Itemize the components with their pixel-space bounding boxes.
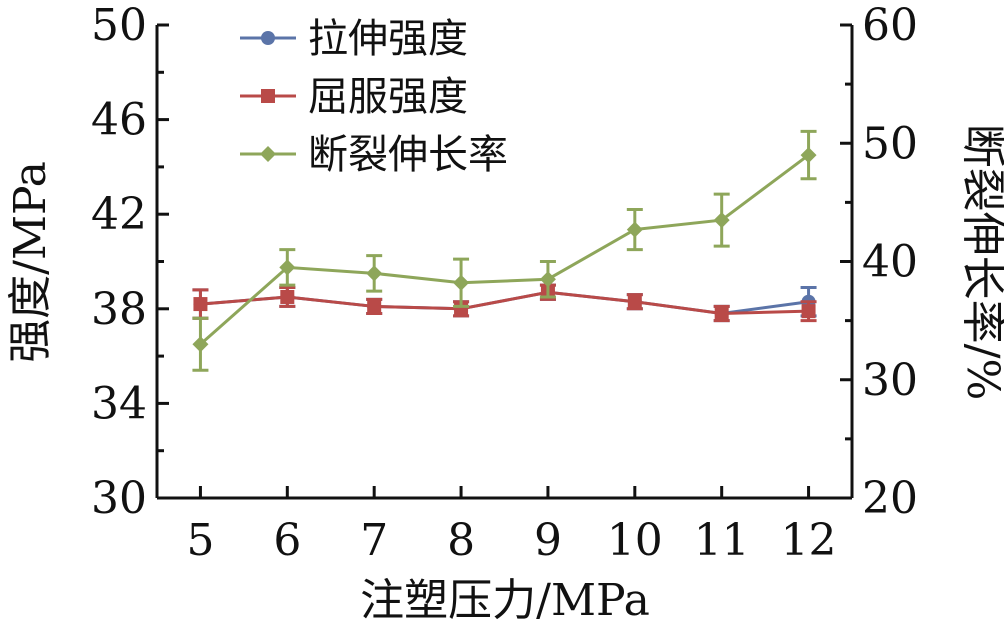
legend-item-1: 拉伸强度 — [240, 16, 468, 62]
series-line — [199, 153, 810, 346]
data-point — [367, 299, 382, 314]
data-point — [280, 289, 295, 304]
y-left-tick-label: 50 — [91, 0, 147, 51]
data-point — [626, 221, 643, 238]
legend-marker — [261, 89, 275, 103]
y-right-tick-label: 20 — [862, 473, 918, 524]
legend-marker — [261, 31, 275, 45]
data-point — [453, 274, 470, 291]
data-point — [800, 147, 817, 164]
series-2 — [192, 283, 817, 323]
x-tick-label: 5 — [186, 515, 214, 566]
x-tick-label: 7 — [360, 515, 388, 566]
data-point — [366, 265, 383, 282]
y-left-tick-label: 38 — [91, 284, 147, 335]
legend-item-2: 屈服强度 — [240, 74, 468, 120]
data-point — [627, 294, 642, 309]
x-tick-label: 8 — [447, 515, 475, 566]
data-point — [713, 212, 730, 229]
y-right-tick-label: 40 — [862, 237, 918, 288]
x-tick-label: 12 — [781, 515, 837, 566]
legend-label: 屈服强度 — [308, 74, 468, 120]
ticks: 5 6 7 8 9 10 11 12 30 34 38 42 46 50 20 30 40 50 60 — [91, 0, 918, 566]
x-tick-label: 11 — [694, 515, 750, 566]
y-left-tick-label: 46 — [91, 95, 147, 146]
y-right-tick-label: 30 — [862, 355, 918, 406]
data-point — [539, 271, 556, 288]
data-point — [279, 259, 296, 276]
legend-marker — [260, 146, 276, 162]
data-point — [193, 297, 208, 312]
y-right-tick-label: 60 — [862, 0, 918, 51]
y-left-tick-label: 30 — [91, 473, 147, 524]
y-left-tick-label: 34 — [91, 378, 147, 429]
y-left-tick-label: 42 — [91, 189, 147, 240]
data-point — [192, 336, 209, 353]
legend-label: 拉伸强度 — [308, 16, 468, 62]
series-line — [200, 290, 809, 316]
series-layer — [192, 129, 817, 372]
x-tick-label: 10 — [607, 515, 663, 566]
data-point — [714, 306, 729, 321]
x-tick-label: 6 — [273, 515, 301, 566]
y-axis-left-title: 强度/MPa — [5, 161, 56, 363]
x-tick-label: 9 — [534, 515, 562, 566]
y-axis-right-title: 断裂伸长率/% — [957, 124, 1004, 401]
series-3 — [192, 129, 817, 372]
data-point — [801, 304, 816, 319]
legend-label: 断裂伸长率 — [308, 132, 508, 178]
x-axis-title: 注塑压力/MPa — [360, 575, 650, 626]
legend-item-3: 断裂伸长率 — [240, 132, 508, 178]
y-right-tick-label: 50 — [862, 118, 918, 169]
